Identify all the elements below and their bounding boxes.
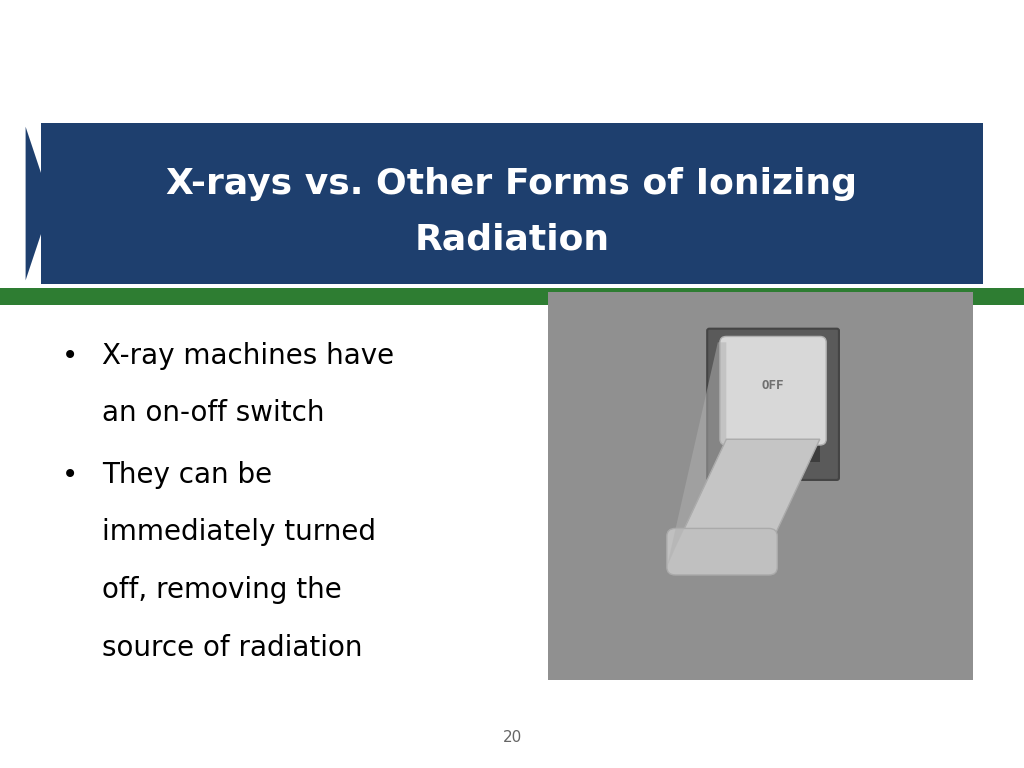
Bar (726, 346, 820, 462)
FancyBboxPatch shape (720, 336, 826, 445)
Polygon shape (26, 127, 51, 280)
FancyBboxPatch shape (667, 528, 777, 575)
Polygon shape (676, 439, 820, 548)
Text: OFF: OFF (762, 379, 784, 392)
Text: off, removing the: off, removing the (102, 576, 342, 604)
FancyBboxPatch shape (708, 329, 839, 480)
Bar (41, 123, 983, 284)
Text: They can be: They can be (102, 461, 272, 488)
Text: X-ray machines have: X-ray machines have (102, 342, 394, 369)
Polygon shape (667, 343, 726, 568)
Bar (0, 288, 1024, 305)
Text: 20: 20 (503, 730, 521, 745)
Text: •: • (61, 461, 78, 488)
Text: an on-off switch: an on-off switch (102, 399, 325, 427)
Text: Radiation: Radiation (415, 222, 609, 256)
Text: •: • (61, 342, 78, 369)
Text: X-rays vs. Other Forms of Ionizing: X-rays vs. Other Forms of Ionizing (167, 167, 857, 201)
Text: immediately turned: immediately turned (102, 518, 377, 546)
Text: source of radiation: source of radiation (102, 634, 362, 661)
